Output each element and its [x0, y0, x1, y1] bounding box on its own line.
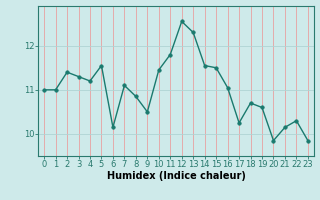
X-axis label: Humidex (Indice chaleur): Humidex (Indice chaleur)	[107, 171, 245, 181]
